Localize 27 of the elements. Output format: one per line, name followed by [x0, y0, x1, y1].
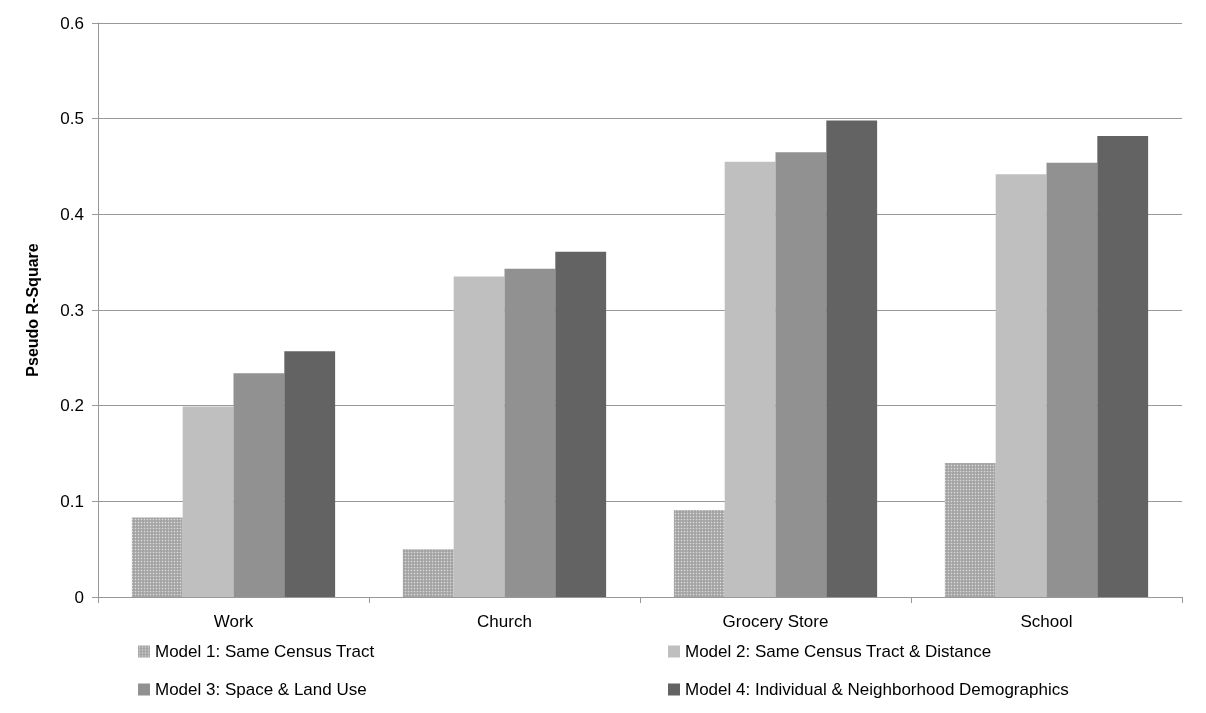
- legend-label: Model 2: Same Census Tract & Distance: [685, 642, 992, 661]
- x-tick-label: Work: [213, 612, 254, 631]
- y-tick-label: 0.4: [60, 204, 84, 224]
- y-tick-label: 0.1: [60, 491, 84, 511]
- bar: [284, 351, 336, 597]
- bar: [453, 276, 505, 597]
- legend-label: Model 3: Space & Land Use: [155, 680, 367, 699]
- y-tick-label: 0.5: [60, 109, 84, 129]
- x-tick-label: Church: [477, 612, 532, 631]
- bar: [555, 251, 607, 597]
- legend-label: Model 1: Same Census Tract: [155, 642, 375, 661]
- bar: [182, 406, 234, 597]
- y-tick-label: 0: [74, 587, 84, 607]
- y-tick-label: 0.2: [60, 396, 84, 416]
- bar: [775, 152, 827, 597]
- x-tick-label: Grocery Store: [722, 612, 829, 631]
- y-axis-title: Pseudo R-Square: [23, 243, 41, 377]
- bar: [504, 268, 556, 597]
- bar: [724, 161, 776, 597]
- legend-label: Model 4: Individual & Neighborhood Demographics: [685, 680, 1069, 699]
- y-tick-label: 0.3: [60, 300, 84, 320]
- bar: [1046, 162, 1098, 597]
- x-tick-label: School: [1020, 612, 1073, 631]
- y-tick-label: 0.6: [60, 13, 84, 33]
- bar: [1097, 135, 1149, 597]
- bar: [826, 120, 878, 597]
- bar: [995, 174, 1047, 597]
